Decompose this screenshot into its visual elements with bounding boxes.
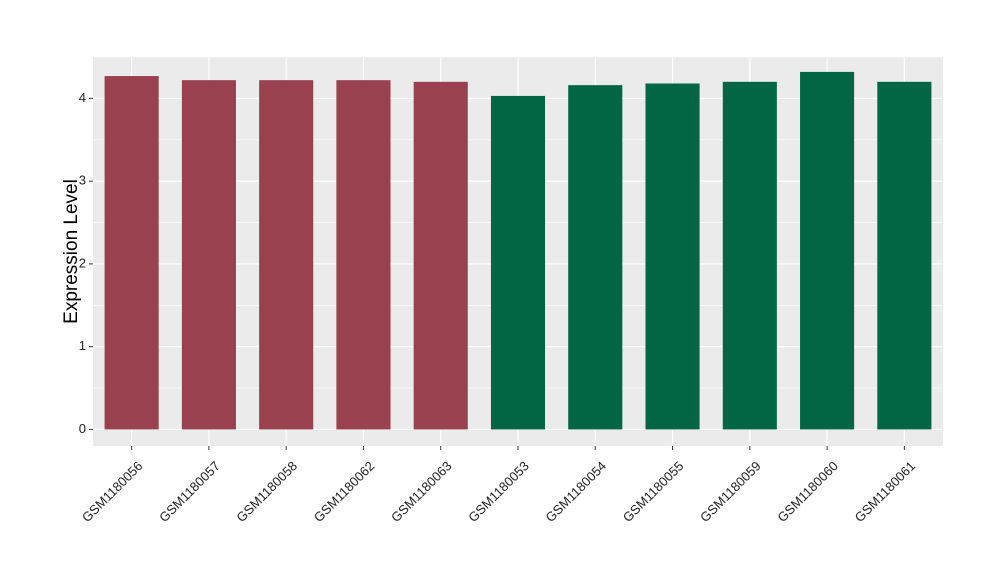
x-tick-label: GSM1180059 bbox=[697, 458, 764, 525]
x-tick-label: GSM1180055 bbox=[620, 458, 687, 525]
x-tick-label: GSM1180057 bbox=[156, 458, 223, 525]
bars bbox=[104, 71, 932, 430]
bar-GSM1180053 bbox=[490, 95, 546, 430]
x-tick-label: GSM1180061 bbox=[852, 458, 919, 525]
x-tick-label: GSM1180062 bbox=[311, 458, 378, 525]
y-tick-label: 2 bbox=[79, 255, 86, 270]
x-tick-label: GSM1180063 bbox=[388, 458, 455, 525]
x-tick-label: GSM1180056 bbox=[79, 458, 146, 525]
x-tick-label: GSM1180058 bbox=[233, 458, 300, 525]
bar-GSM1180063 bbox=[413, 81, 468, 430]
y-tick-label: 4 bbox=[79, 90, 86, 105]
y-axis: 0 1 2 3 4 bbox=[79, 90, 93, 436]
bar-GSM1180058 bbox=[259, 80, 314, 430]
bar-GSM1180061 bbox=[877, 81, 932, 430]
bar-GSM1180060 bbox=[800, 71, 855, 430]
bar-GSM1180056 bbox=[104, 76, 159, 430]
x-tick-label: GSM1180060 bbox=[774, 458, 841, 525]
y-tick-label: 0 bbox=[79, 421, 86, 436]
bar-GSM1180062 bbox=[336, 80, 391, 430]
y-tick-label: 3 bbox=[79, 173, 86, 188]
bar-GSM1180055 bbox=[645, 83, 700, 430]
y-tick-label: 1 bbox=[79, 338, 86, 353]
x-tick-label: GSM1180054 bbox=[543, 458, 610, 525]
x-axis: GSM1180056 GSM1180057 GSM1180058 GSM1180062… bbox=[79, 446, 918, 525]
bar-GSM1180059 bbox=[722, 81, 777, 430]
bar-GSM1180054 bbox=[568, 85, 623, 430]
bar-GSM1180057 bbox=[181, 80, 236, 430]
y-axis-title: Expression Level bbox=[61, 179, 82, 324]
x-tick-label: GSM1180053 bbox=[465, 458, 532, 525]
